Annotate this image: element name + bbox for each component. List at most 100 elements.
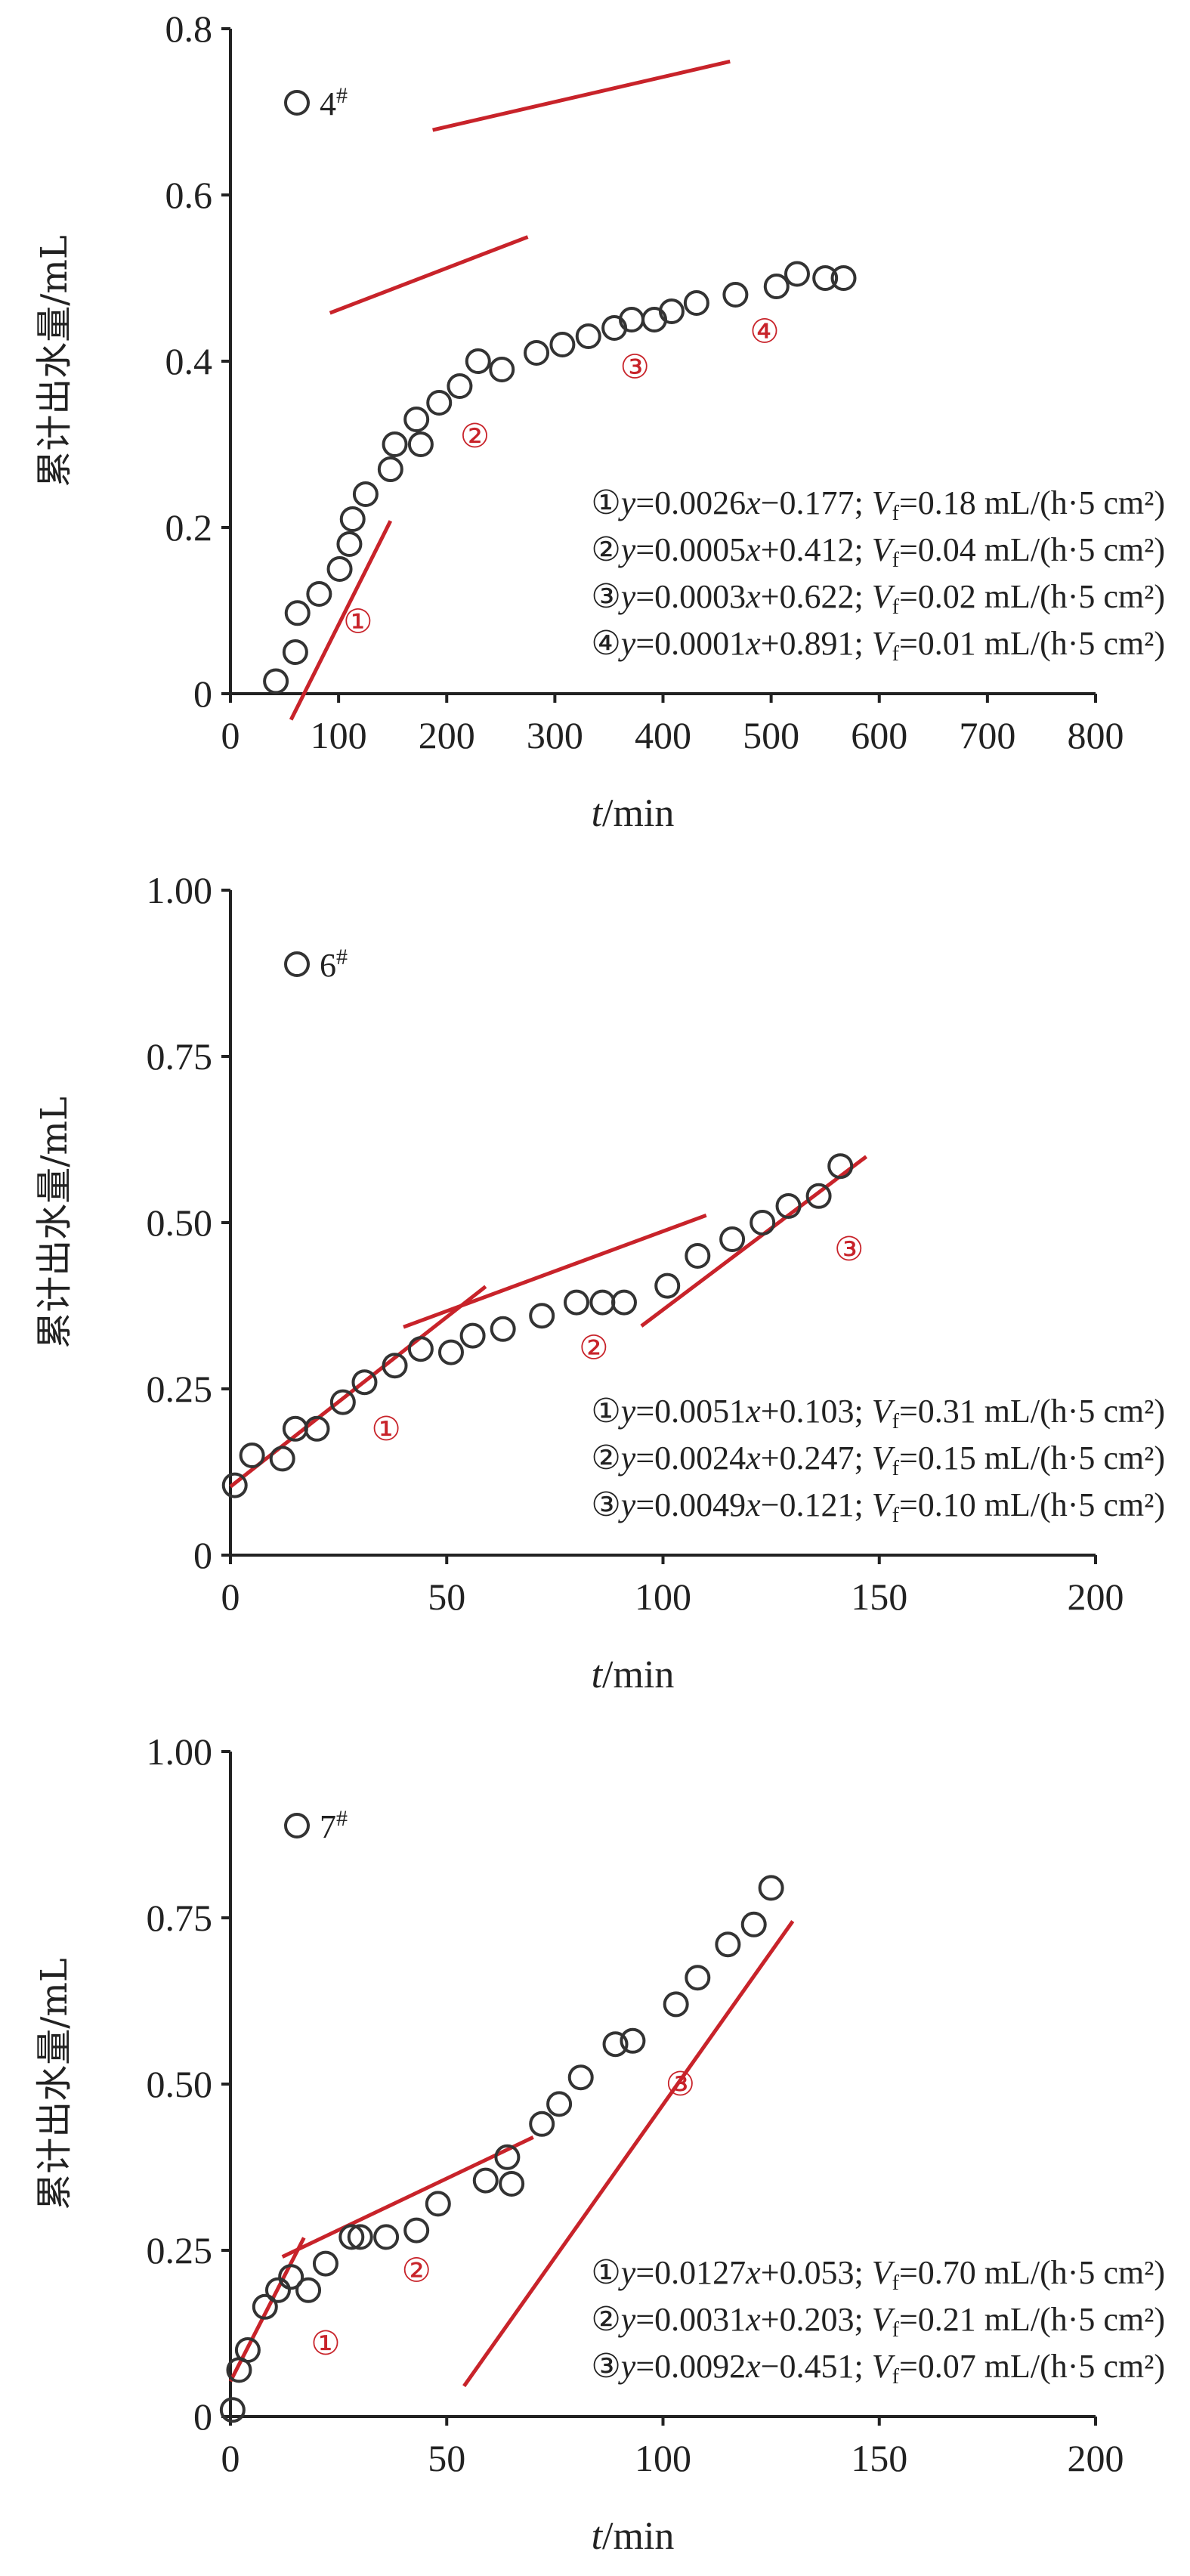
fit-line-3 <box>462 1919 795 2388</box>
fit-equation-1: ①y=0.0026x−0.177; Vf=0.18 mL/(h·5 cm²) <box>591 484 1165 525</box>
data-point <box>278 2264 304 2290</box>
data-point <box>805 1183 832 1209</box>
x-tick-label: 0 <box>221 2437 240 2479</box>
y-axis-label: 累计出水量/mL <box>33 1096 76 1349</box>
fit-equation-4: ④y=0.0001x+0.891; Vf=0.01 mL/(h·5 cm²) <box>591 625 1165 666</box>
data-point <box>812 265 839 291</box>
data-point <box>264 2277 291 2303</box>
data-point <box>763 274 790 299</box>
fit-equation-3: ③y=0.0003x+0.622; Vf=0.02 mL/(h·5 cm²) <box>591 578 1165 619</box>
y-axis-label: 累计出水量/mL <box>33 1958 76 2210</box>
fit-equation-2: ②y=0.0031x+0.203; Vf=0.21 mL/(h·5 cm²) <box>591 2301 1165 2342</box>
data-point <box>447 373 473 399</box>
x-tick-label: 200 <box>1068 1576 1124 1618</box>
data-point <box>284 600 311 626</box>
data-point <box>347 2224 373 2250</box>
y-tick-label: 0.25 <box>147 2229 213 2271</box>
data-point <box>489 357 515 382</box>
data-point <box>490 1316 516 1342</box>
data-point <box>472 2167 499 2194</box>
data-point <box>352 481 379 507</box>
fit-line-2 <box>281 2135 534 2259</box>
fit-line-1 <box>229 1285 487 1489</box>
data-point <box>758 1875 784 1901</box>
x-tick-label: 50 <box>428 1576 465 1618</box>
data-point <box>219 2397 246 2423</box>
data-point <box>263 668 289 694</box>
y-tick-label: 0 <box>193 1534 212 1576</box>
y-tick-label: 0.50 <box>147 2063 213 2105</box>
x-tick-label: 200 <box>1068 2437 1124 2479</box>
y-tick-label: 0.25 <box>147 1368 213 1410</box>
data-point <box>524 340 550 366</box>
data-point <box>377 456 403 482</box>
segment-label-4: ④ <box>750 312 779 351</box>
legend-marker <box>284 90 310 116</box>
data-point <box>459 1322 486 1349</box>
x-tick-label: 200 <box>419 714 475 756</box>
data-point <box>269 1446 295 1472</box>
y-tick-label: 0 <box>193 2395 212 2438</box>
y-axis-label: 累计出水量/mL <box>33 235 76 487</box>
data-point <box>304 1415 330 1442</box>
x-tick-label: 500 <box>743 714 799 756</box>
fit-line-3 <box>432 59 731 132</box>
segment-label-3: ③ <box>620 348 650 387</box>
data-point <box>494 2144 521 2170</box>
data-point <box>382 431 408 457</box>
fit-line-2 <box>403 1213 707 1329</box>
data-point <box>425 2191 451 2217</box>
fit-line-3 <box>640 1155 868 1328</box>
data-point <box>282 639 308 665</box>
data-point <box>426 390 453 416</box>
data-point <box>567 2064 594 2091</box>
data-point <box>658 298 685 324</box>
y-tick-label: 0.75 <box>147 1035 213 1078</box>
data-point <box>336 531 363 557</box>
data-point <box>683 290 709 316</box>
data-point <box>663 1991 689 2018</box>
x-tick-label: 100 <box>311 714 367 756</box>
data-point <box>722 282 749 308</box>
x-tick-label: 400 <box>635 714 691 756</box>
data-point <box>775 1193 802 1219</box>
data-point <box>351 1369 378 1396</box>
data-point <box>221 1472 248 1498</box>
x-tick-label: 0 <box>221 1576 240 1618</box>
y-tick-label: 0.2 <box>165 506 213 549</box>
data-point <box>499 2171 525 2197</box>
data-point <box>589 1289 616 1316</box>
x-tick-label: 50 <box>428 2437 465 2479</box>
data-point <box>830 265 857 291</box>
data-point <box>529 1303 555 1329</box>
fit-line-1 <box>228 2237 306 2383</box>
data-point <box>549 332 576 357</box>
x-tick-label: 0 <box>221 714 240 756</box>
y-tick-label: 0 <box>193 673 212 715</box>
data-point <box>784 261 810 287</box>
data-point <box>252 2293 278 2320</box>
data-point <box>546 2091 573 2117</box>
x-axis-label: t/min <box>592 2515 675 2558</box>
data-point <box>827 1153 854 1180</box>
chart-panel-3: 0 0.25 0.50 0.75 1.00 0 50 100 150 200 t/min 累计出水量/… <box>33 1730 1165 2558</box>
data-point <box>407 1336 434 1362</box>
fit-line-1 <box>289 520 393 721</box>
segment-label-2: ② <box>460 417 490 456</box>
x-tick-label: 800 <box>1068 714 1124 756</box>
x-tick-label: 150 <box>851 1576 907 1618</box>
data-point <box>437 1339 464 1365</box>
y-tick-label: 0.6 <box>165 174 213 216</box>
legend-marker <box>284 1813 310 1838</box>
fit-equation-2: ②y=0.0005x+0.412; Vf=0.04 mL/(h·5 cm²) <box>591 531 1165 572</box>
x-tick-label: 600 <box>851 714 907 756</box>
segment-label-2: ② <box>579 1328 608 1367</box>
data-point <box>719 1226 746 1252</box>
data-point <box>715 1931 741 1958</box>
x-axis-label: t/min <box>592 792 675 835</box>
x-tick-label: 100 <box>635 1576 691 1618</box>
fit-equation-1: ①y=0.0127x+0.053; Vf=0.70 mL/(h·5 cm²) <box>591 2254 1165 2295</box>
data-point <box>564 1289 589 1316</box>
data-point <box>602 2031 629 2058</box>
